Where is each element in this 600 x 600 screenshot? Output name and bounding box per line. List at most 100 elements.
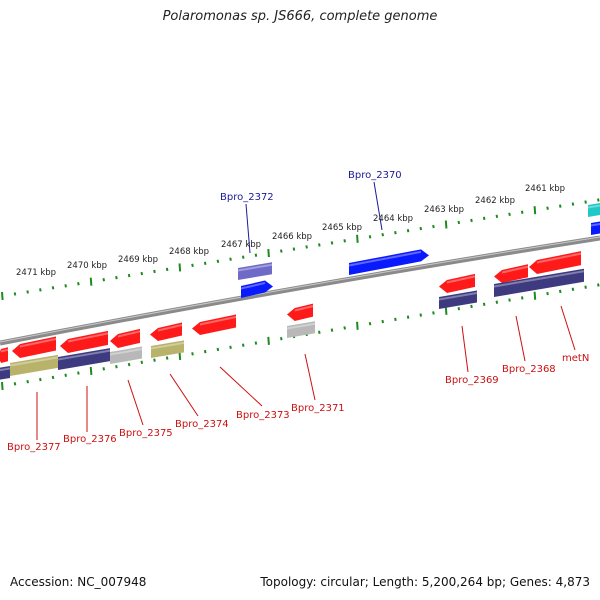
inner-tick: [51, 375, 55, 380]
gene-feature: [0, 347, 8, 363]
inner-tick: [191, 352, 194, 356]
outer-tick: [89, 277, 93, 286]
outer-tick: [127, 273, 131, 278]
leader-line: [219, 366, 263, 407]
tick-marks: [1, 198, 600, 391]
outer-tick: [165, 267, 169, 272]
gene-feature: [10, 354, 58, 376]
gene-label: Bpro_2374: [175, 419, 229, 430]
inner-tick: [241, 343, 245, 347]
gene-feature: [60, 330, 108, 353]
gene-label: Bpro_2369: [445, 375, 499, 386]
leader-line: [304, 353, 316, 401]
gene-feature-shine: [502, 265, 528, 274]
outer-tick: [571, 202, 575, 206]
gene-feature-shine: [238, 263, 272, 272]
outer-tick: [457, 220, 461, 225]
gene-feature: [151, 340, 184, 358]
inner-tick: [520, 296, 524, 300]
outer-tick: [1, 291, 4, 301]
outer-tick: [254, 253, 258, 257]
inner-tick: [77, 371, 80, 375]
leader-line: [461, 325, 469, 373]
scale-label: 2465 kbp: [322, 223, 362, 233]
gene-feature-shine: [118, 330, 140, 338]
inner-tick: [64, 373, 67, 377]
gene-feature: [241, 280, 273, 298]
inner-tick: [432, 311, 435, 315]
map-title: Polaromonas sp. JS666, complete genome: [162, 9, 438, 24]
outer-tick: [241, 255, 245, 259]
inner-tick: [356, 321, 359, 330]
gene-label: Bpro_2373: [236, 410, 290, 421]
outer-tick: [102, 277, 106, 282]
outer-tick: [191, 263, 194, 268]
topology-summary: Topology: circular; Length: 5,200,264 bp…: [260, 575, 590, 589]
inner-tick: [508, 298, 511, 302]
gene-feature-shine: [241, 282, 265, 290]
inner-tick: [343, 326, 346, 330]
outer-tick: [584, 200, 587, 204]
inner-tick: [368, 321, 372, 326]
gene-feature: [439, 273, 475, 293]
outer-tick: [203, 261, 207, 266]
gene-feature-shine: [68, 332, 108, 343]
inner-tick: [216, 347, 220, 352]
scale-label: 2470 kbp: [67, 261, 107, 271]
scale-label: 2464 kbp: [373, 214, 413, 224]
inner-tick: [89, 366, 93, 376]
scale-label: 2468 kbp: [169, 247, 209, 257]
gene-feature: [0, 365, 10, 380]
outer-tick: [13, 292, 17, 296]
inner-tick: [381, 319, 385, 324]
inner-tick: [102, 367, 106, 371]
gene-label: Bpro_2376: [63, 434, 117, 445]
gene-label: metN: [562, 353, 589, 364]
gene-feature-shine: [158, 324, 182, 332]
gene-feature: [58, 348, 110, 370]
outer-tick: [482, 216, 486, 221]
genome-backbone: [0, 235, 600, 346]
gene-feature: [150, 322, 182, 341]
inner-tick: [13, 382, 17, 386]
gene-feature-shine: [439, 292, 477, 301]
outer-tick: [394, 230, 397, 235]
inner-tick: [495, 300, 499, 304]
outer-tick: [368, 235, 372, 239]
gene-label: Bpro_2368: [502, 364, 556, 375]
inner-tick: [279, 337, 283, 341]
gene-feature-shine: [447, 275, 475, 284]
outer-tick: [216, 259, 220, 263]
gene-feature-shine: [20, 338, 56, 348]
inner-tick: [26, 380, 29, 384]
inner-tick: [115, 364, 118, 369]
inner-tick: [39, 377, 42, 382]
gene-feature: [494, 268, 584, 297]
gene-feature-shine: [294, 305, 313, 312]
gene-feature-shine: [1, 348, 8, 353]
scale-label: 2461 kbp: [525, 184, 565, 194]
inner-tick: [558, 289, 562, 294]
inner-tick: [457, 306, 461, 311]
outer-tick: [140, 271, 144, 276]
scale-label: 2462 kbp: [475, 196, 515, 206]
outer-tick: [178, 263, 182, 272]
inner-tick: [406, 315, 410, 319]
inner-tick: [533, 291, 537, 300]
inner-tick: [318, 330, 321, 334]
leader-line: [560, 305, 576, 351]
outer-tick: [406, 228, 410, 233]
inner-tick: [419, 313, 423, 317]
leader-line: [373, 181, 383, 231]
gene-feature: [439, 290, 477, 309]
leader-line: [169, 373, 199, 417]
gene-feature-shine: [58, 349, 110, 361]
gene-feature: [494, 264, 528, 283]
leader-line: [515, 315, 526, 362]
outer-tick: [305, 245, 308, 249]
gene-label: Bpro_2375: [119, 428, 173, 439]
gene-feature: [529, 251, 581, 274]
inner-tick: [597, 283, 600, 287]
gene-feature: [591, 221, 600, 235]
